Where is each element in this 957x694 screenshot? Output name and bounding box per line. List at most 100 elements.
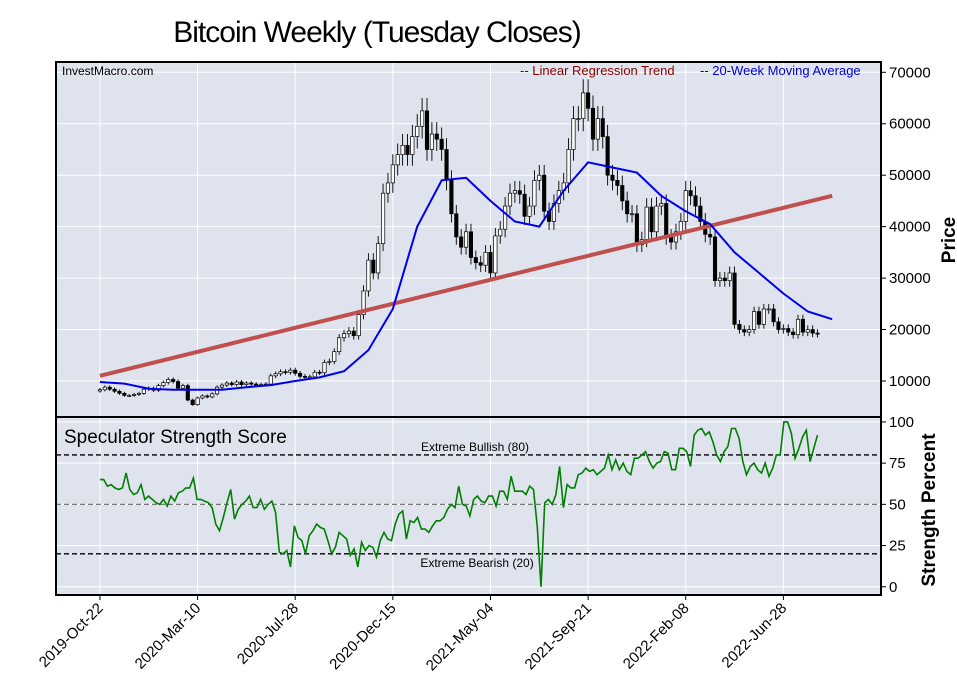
x-tick-label: 2021-Sep-21 (522, 600, 595, 673)
candle-body (171, 379, 176, 382)
candle-body (268, 375, 273, 385)
candle-body (571, 118, 576, 150)
candle-body (522, 193, 527, 217)
strength-panel-background (56, 417, 881, 595)
candle-body (805, 329, 810, 333)
strength-y-axis: 0 25 50 75 100 (881, 414, 914, 596)
candle-body (615, 179, 620, 186)
candle-body (302, 376, 308, 378)
strength-tick-label: 75 (889, 455, 906, 472)
candle-body (405, 144, 410, 155)
candle-body (654, 205, 659, 233)
candle-body (498, 228, 503, 237)
candle-body (322, 362, 327, 374)
candle-body (156, 385, 161, 391)
candle-body (366, 259, 371, 292)
candle-body (683, 190, 688, 222)
candle-body (698, 205, 703, 222)
candle-body (781, 328, 786, 330)
candle-body (273, 373, 278, 377)
candle-body (644, 206, 649, 240)
candle-body (278, 371, 283, 375)
candle-body (620, 185, 625, 202)
x-tick-label: 2022-Feb-08 (620, 600, 693, 673)
price-tick-label: 10000 (889, 373, 931, 390)
candle-body (766, 308, 771, 311)
x-tick-label: 2022-Jun-28 (719, 600, 791, 672)
candle-body (444, 149, 449, 181)
candle-body (97, 389, 102, 392)
extreme-bearish-label: Extreme Bearish (20) (420, 556, 533, 570)
regression-trend-line (99, 193, 833, 378)
candle-body (395, 154, 400, 166)
candle-body (283, 371, 288, 374)
price-tick-label: 40000 (889, 219, 931, 236)
candle-body (493, 235, 498, 274)
extreme-bullish-label: Extreme Bullish (80) (421, 440, 529, 454)
candle-body (761, 308, 766, 325)
candle-body (595, 118, 600, 140)
candle-body (327, 361, 332, 363)
price-panel-background (56, 62, 881, 417)
candle-body (102, 386, 107, 391)
candle-body (488, 252, 493, 274)
candle-body (507, 192, 513, 207)
watermark: InvestMacro.com (62, 64, 153, 78)
candle-body (464, 231, 469, 248)
candle-body (136, 392, 142, 395)
candle-body (590, 107, 596, 140)
candle-body (346, 330, 351, 335)
candle-body (371, 259, 376, 274)
strength-axis-label: Strength Percent (919, 433, 940, 587)
candle-body (678, 221, 683, 233)
candle-body (112, 388, 117, 392)
candle-body (234, 381, 239, 385)
candle-body (244, 382, 249, 385)
x-axis: 2019-Oct-22 2020-Mar-10 2020-Jul-28 2020-De… (36, 595, 790, 674)
candle-body (727, 272, 732, 282)
candle-body (254, 383, 259, 386)
candle-body (810, 329, 815, 334)
candle-body (673, 231, 679, 243)
x-tick-label: 2020-Dec-15 (326, 600, 399, 673)
candle-body (722, 277, 727, 282)
price-tick-label: 20000 (889, 322, 931, 339)
candle-body (175, 381, 181, 389)
candle-body (449, 179, 454, 215)
candle-body (180, 385, 185, 389)
candle-body (141, 388, 146, 394)
candle-body (385, 182, 391, 194)
candle-body (478, 262, 483, 266)
candle-body (649, 206, 654, 233)
candle-body (600, 118, 605, 137)
candle-body (664, 203, 669, 238)
candle-body (288, 369, 293, 373)
candle-body (127, 395, 132, 397)
x-tick-label: 2020-Mar-10 (132, 600, 205, 673)
candle-body (459, 236, 464, 248)
candle-body (581, 92, 586, 119)
candle-body (298, 372, 303, 377)
candle-body (224, 382, 229, 386)
candle-body (791, 331, 796, 336)
price-tick-label: 30000 (889, 270, 931, 287)
candle-body (166, 379, 171, 383)
candle-body (185, 385, 190, 401)
candle-body (576, 118, 581, 120)
candle-body (512, 190, 517, 194)
candle-body (356, 314, 361, 337)
candle-body (337, 337, 342, 353)
candle-body (800, 318, 805, 333)
candle-body (586, 92, 591, 109)
candle-body (454, 213, 459, 238)
candle-body (503, 205, 508, 230)
moving-average-line (99, 161, 833, 391)
candle-body (712, 236, 718, 282)
candle-body (239, 381, 244, 385)
candle-body (688, 190, 693, 197)
candle-body (341, 333, 347, 339)
candle-body (293, 369, 298, 374)
candle-body (410, 136, 415, 155)
price-candles (97, 79, 820, 406)
